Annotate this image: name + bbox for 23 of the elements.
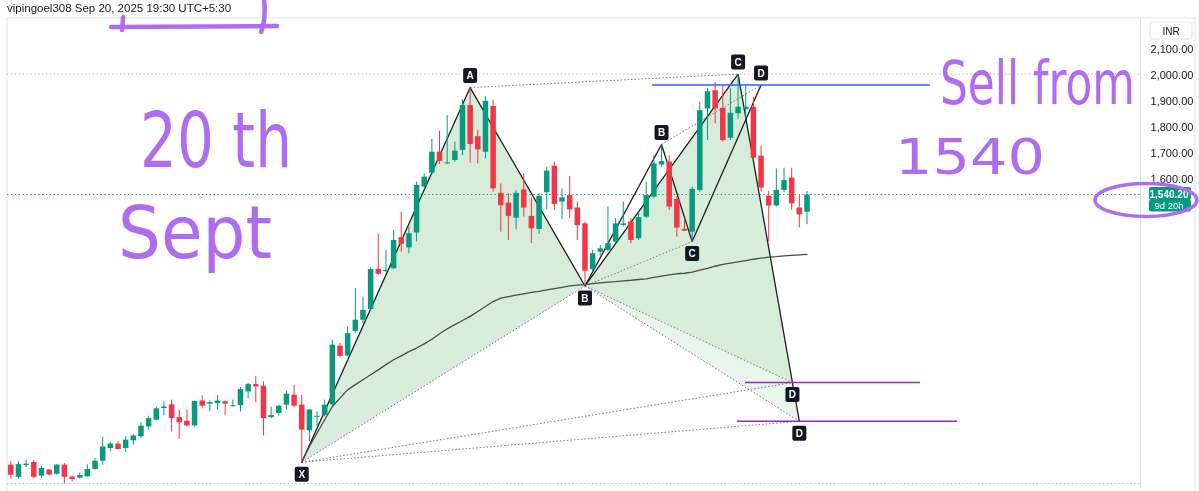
annotation: 1540 — [895, 127, 1045, 187]
y-tick-label: 1,800.00 — [1150, 121, 1194, 134]
y-tick-label: 1,600.00 — [1150, 173, 1194, 186]
annotation: D — [795, 427, 803, 439]
y-tick-label: 2,000.00 — [1150, 69, 1194, 82]
y-tick-label: 1,900.00 — [1150, 95, 1194, 108]
annotation: C — [688, 248, 696, 260]
text: 9d 20h — [1154, 200, 1184, 212]
y-tick-label: 1,700.00 — [1150, 147, 1194, 160]
annotation: D — [788, 389, 797, 401]
text: vipingoel308 Sep 20, 2025 19:30 UTC+5:30 — [7, 2, 232, 14]
annotation: Sell from — [940, 48, 1135, 118]
annotation: Sept — [118, 190, 272, 276]
ref-line-label: 1,540.20 — [1149, 189, 1189, 201]
annotation: C — [734, 56, 742, 68]
y-tick-label: 2,100.00 — [1150, 43, 1194, 56]
annotation: X — [298, 468, 306, 480]
annotation: 20 th — [140, 95, 292, 186]
y-axis-title: INR — [1162, 25, 1180, 37]
annotation: B — [657, 127, 666, 139]
annotation: B — [581, 292, 589, 304]
annotation: D — [757, 67, 765, 79]
annotation: A — [466, 70, 474, 82]
